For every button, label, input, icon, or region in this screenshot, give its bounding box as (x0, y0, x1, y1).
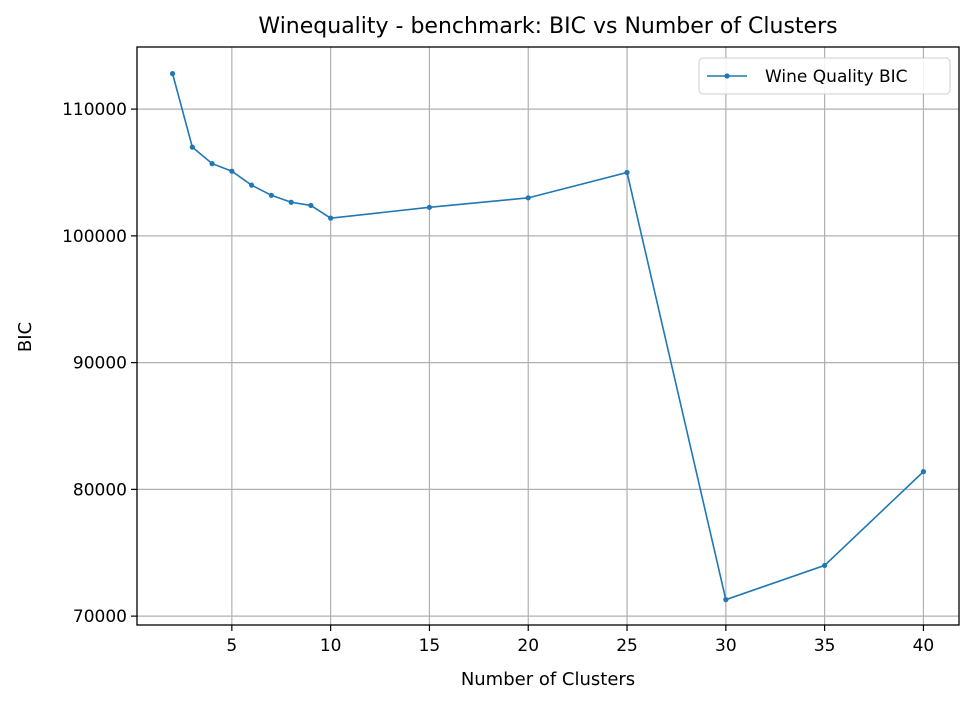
legend-label: Wine Quality BIC (765, 67, 908, 87)
data-point (268, 192, 274, 198)
data-point (288, 199, 294, 205)
x-tick-label: 10 (320, 636, 342, 656)
legend: Wine Quality BIC (698, 57, 951, 95)
y-tick-label: 90000 (73, 354, 127, 374)
chart-title: Winequality - benchmark: BIC vs Number o… (258, 14, 837, 39)
x-tick-label: 40 (913, 636, 935, 656)
x-axis-ticks: 5 10 15 20 25 30 35 40 (226, 625, 934, 656)
data-point (426, 204, 433, 210)
data-point (229, 168, 235, 174)
data-point (920, 469, 927, 475)
x-tick-label: 25 (616, 636, 638, 656)
plot-frame (136, 46, 960, 626)
x-tick-label: 5 (226, 636, 237, 656)
data-point (328, 215, 334, 221)
y-tick-label: 80000 (73, 480, 127, 500)
x-tick-label: 30 (715, 636, 737, 656)
data-point (189, 144, 195, 150)
y-tick-label: 70000 (73, 607, 127, 627)
data-point (723, 597, 729, 603)
y-tick-label: 110000 (62, 100, 127, 120)
legend-box (698, 57, 951, 95)
data-point (249, 182, 255, 188)
y-axis-ticks: 70000 80000 90000 100000 110000 (62, 100, 137, 627)
x-tick-label: 15 (419, 636, 441, 656)
data-point (822, 562, 828, 569)
series-layer (169, 71, 927, 603)
y-axis-label: BIC (15, 322, 36, 352)
series-line (171, 73, 924, 601)
legend-marker (724, 73, 730, 79)
data-point (624, 169, 630, 176)
x-axis-label: Number of Clusters (461, 669, 635, 690)
grid-lines (137, 47, 959, 625)
x-tick-label: 35 (814, 636, 836, 656)
x-tick-label: 20 (517, 636, 539, 656)
data-point (209, 161, 215, 167)
data-point (308, 202, 314, 209)
data-point (525, 195, 531, 201)
y-tick-label: 100000 (62, 227, 127, 247)
data-point (169, 71, 176, 77)
